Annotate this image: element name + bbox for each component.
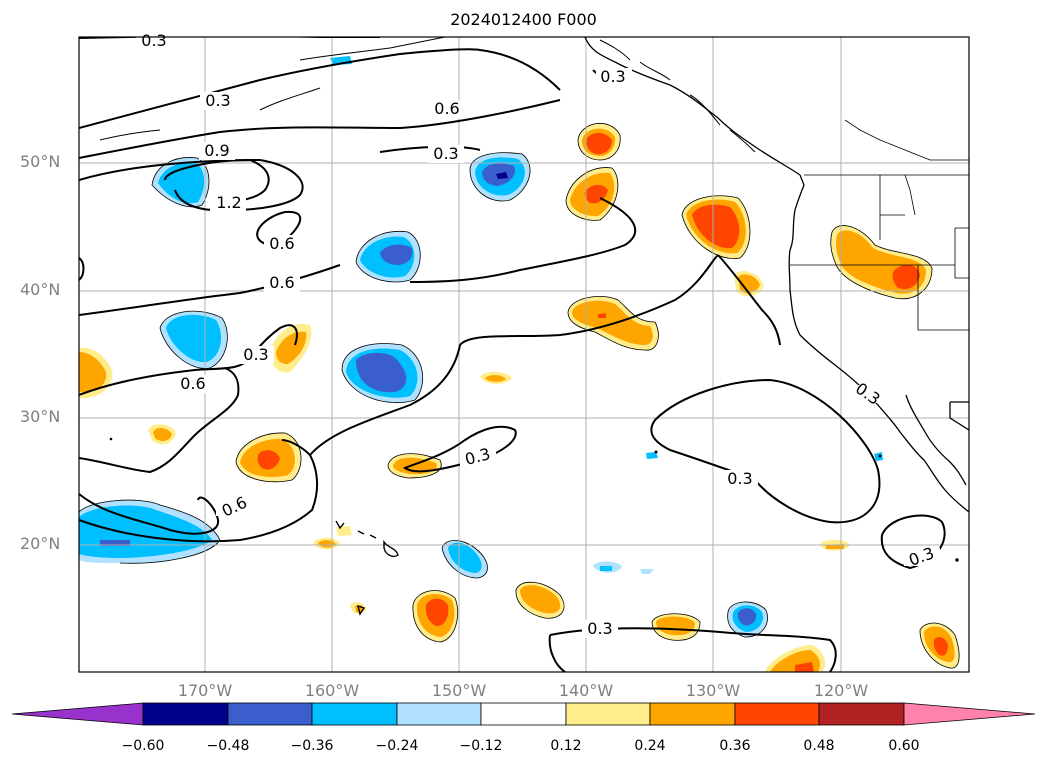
contour-label: 0.6	[216, 493, 252, 521]
colorbar-tick-label: 0.12	[550, 738, 582, 754]
colorbar-low-extension	[11, 702, 144, 726]
negative-anomaly-172w-48n	[152, 157, 209, 207]
svg-text:0.3: 0.3	[600, 67, 625, 86]
contour-label: 0.3	[460, 444, 496, 469]
colorbar-swatch	[734, 702, 820, 726]
colorbar-swatch	[142, 702, 229, 726]
colorbar	[11, 702, 1036, 726]
svg-text:0.3: 0.3	[141, 31, 166, 50]
positive-anomaly-118w-43n	[830, 225, 932, 299]
contour-label: 0.3	[200, 91, 236, 110]
colorbar-tick-label: −0.60	[121, 738, 165, 754]
contour-label: 0.3	[848, 379, 884, 409]
colorbar-tick-label: −0.48	[206, 738, 250, 754]
colorbar-swatch	[311, 702, 398, 726]
contour-label: 0.3	[596, 67, 632, 86]
colorbar-swatch	[227, 702, 313, 726]
colorbar-tick-label: 0.60	[888, 738, 920, 754]
coastlines	[99, 37, 969, 616]
lat-label-20n: 20°N	[20, 534, 61, 553]
positive-anomaly-178w-35n	[79, 347, 113, 399]
negative-anomaly-171w-37n	[160, 311, 228, 369]
negative-anomaly-155w-43n	[356, 231, 421, 282]
colorbar-swatch	[649, 702, 736, 726]
shaded-anomaly-layer	[79, 56, 960, 672]
negative-anomaly-155w-34n	[342, 343, 423, 403]
negative-anomaly-152w-18n	[442, 540, 488, 578]
lon-label-170w: 170°W	[177, 681, 233, 700]
svg-text:1.2: 1.2	[216, 193, 241, 212]
contour-label: 0.3	[238, 345, 274, 364]
lat-label-50n: 50°N	[20, 152, 61, 171]
svg-text:0.3: 0.3	[433, 144, 458, 163]
colorbar-swatch	[565, 702, 651, 726]
svg-text:0.6: 0.6	[434, 99, 459, 118]
colorbar-tick-label: 0.48	[803, 738, 835, 754]
positive-anomaly-small-warm	[148, 371, 960, 672]
contour-label-group: 0.3 0.3 0.6 0.3 0.9 1.2 0.6 0.6 0.3 0.6 …	[136, 31, 884, 638]
svg-text:0.3: 0.3	[587, 619, 612, 638]
svg-text:0.6: 0.6	[219, 493, 250, 521]
positive-anomaly-139w-51n	[578, 123, 621, 160]
colorbar-tick-label: −0.24	[375, 738, 419, 754]
positive-anomaly-127w-40n	[734, 271, 764, 297]
contour-label-extra: 0.3	[904, 543, 940, 570]
lon-label-160w: 160°W	[304, 681, 360, 700]
lon-label-120w: 120°W	[813, 681, 869, 700]
negative-anomaly-146w-49n	[470, 152, 531, 201]
lon-label-140w: 140°W	[558, 681, 614, 700]
svg-text:0.9: 0.9	[204, 141, 229, 160]
graticule	[79, 37, 969, 672]
contour-label: 0.3	[582, 619, 618, 638]
colorbar-swatch	[818, 702, 905, 726]
colorbar-high-extension	[903, 702, 1036, 726]
svg-text:0.3: 0.3	[205, 91, 230, 110]
contour-label: 0.3	[136, 31, 172, 50]
contour-label: 0.6	[264, 273, 300, 292]
colorbar-tick-label: 0.24	[634, 738, 666, 754]
contour-label: 1.2	[210, 193, 246, 212]
svg-text:0.3: 0.3	[243, 345, 268, 364]
map-frame	[78, 36, 970, 673]
map-title: 2024012400 F000	[450, 10, 597, 29]
svg-text:0.6: 0.6	[269, 273, 294, 292]
colorbar-tick-label: 0.36	[719, 738, 751, 754]
lon-label-150w: 150°W	[431, 681, 487, 700]
positive-anomaly-141w-47n	[566, 167, 618, 221]
anomaly-outlines	[79, 122, 960, 669]
contour-label: 0.3	[722, 469, 758, 488]
svg-text:0.6: 0.6	[180, 374, 205, 393]
contour-label: 0.9	[199, 141, 235, 160]
svg-text:0.6: 0.6	[269, 234, 294, 253]
contour-label: 0.3	[428, 144, 464, 163]
positive-anomaly-165w-27n	[236, 432, 302, 482]
colorbar-swatch	[396, 702, 482, 726]
lat-label-30n: 30°N	[20, 407, 61, 426]
colorbar-swatch	[480, 702, 567, 726]
colorbar-tick-label: −0.12	[459, 738, 503, 754]
contour-label: 0.6	[430, 99, 466, 118]
positive-anomaly-130w-45n	[682, 195, 750, 259]
contour-label: 0.6	[264, 234, 300, 253]
colorbar-tick-label: −0.36	[290, 738, 334, 754]
lat-label-40n: 40°N	[20, 280, 61, 299]
positive-anomaly-163w-36n	[270, 324, 312, 373]
negative-anomaly-126w-13n	[727, 601, 768, 638]
svg-text:0.3: 0.3	[727, 469, 752, 488]
lon-label-130w: 130°W	[685, 681, 741, 700]
contour-label: 0.6	[175, 374, 211, 393]
